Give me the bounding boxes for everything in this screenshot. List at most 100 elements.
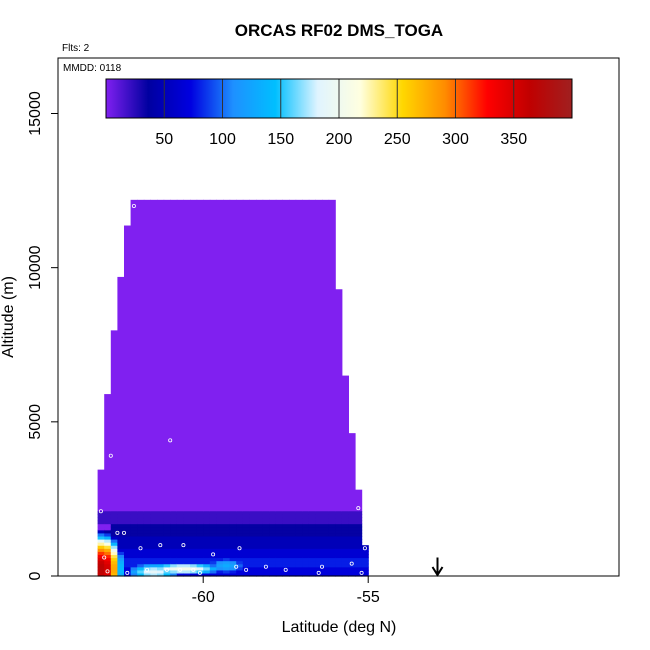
heatmap-cell xyxy=(203,514,211,519)
heatmap-cell xyxy=(302,548,310,552)
heatmap-cell xyxy=(223,542,231,546)
heatmap-cell xyxy=(110,526,118,531)
heatmap-cell xyxy=(249,539,257,543)
heatmap-cell xyxy=(249,523,257,528)
heatmap-cell xyxy=(150,539,158,543)
heatmap-cell xyxy=(110,545,118,549)
heatmap-cell xyxy=(216,572,224,577)
heatmap-cell xyxy=(348,523,356,528)
heatmap-cell xyxy=(236,523,244,528)
heatmap-cell xyxy=(289,560,297,565)
heatmap-cell xyxy=(341,535,349,540)
heatmap-cell xyxy=(104,572,112,577)
heatmap-cell xyxy=(262,523,270,528)
heatmap-cell xyxy=(137,520,145,525)
heatmap-cell xyxy=(256,557,264,562)
heatmap-cell xyxy=(203,551,211,556)
y-tick-label: 0 xyxy=(27,571,44,580)
heatmap-cell xyxy=(163,545,171,549)
heatmap-cell xyxy=(341,572,349,577)
heatmap-cell xyxy=(110,529,118,534)
heatmap-cell xyxy=(322,572,330,577)
heatmap-cell xyxy=(341,523,349,528)
heatmap-cell xyxy=(104,526,112,531)
heatmap-cell xyxy=(130,557,138,562)
heatmap-cell xyxy=(315,535,323,540)
heatmap-cell xyxy=(256,532,264,537)
heatmap-cell xyxy=(104,523,112,528)
heatmap-cell xyxy=(315,523,323,528)
heatmap-cell xyxy=(275,563,283,568)
heatmap-cell xyxy=(315,563,323,568)
y-axis: 0 5000 10000 15000 xyxy=(27,91,58,580)
heatmap-cell xyxy=(322,523,330,528)
heatmap-column xyxy=(163,199,171,512)
heatmap-cell xyxy=(249,545,257,549)
heatmap-cell xyxy=(163,560,171,565)
heatmap-cell xyxy=(262,569,270,574)
heatmap-cell xyxy=(170,514,178,519)
sample-point xyxy=(339,197,344,202)
heatmap-cell xyxy=(236,551,244,556)
heatmap-cell xyxy=(236,532,244,537)
heatmap-cell xyxy=(104,557,112,562)
heatmap-cell xyxy=(315,529,323,534)
heatmap-cell xyxy=(256,563,264,568)
heatmap-cell xyxy=(262,514,270,519)
heatmap-cell xyxy=(282,517,290,522)
heatmap-cell xyxy=(150,551,158,556)
heatmap-cell xyxy=(209,569,217,574)
heatmap-cell xyxy=(137,551,145,556)
heatmap-cell xyxy=(176,523,184,528)
heatmap-cell xyxy=(355,545,363,549)
heatmap-cell xyxy=(275,560,283,565)
heatmap-cell xyxy=(229,542,237,546)
heatmap-cell xyxy=(157,554,165,559)
y-tick-label: 15000 xyxy=(27,91,44,136)
heatmap-cell xyxy=(170,554,178,559)
heatmap-cell xyxy=(183,523,191,528)
heatmap-cell xyxy=(322,535,330,540)
heatmap-cell xyxy=(209,545,217,549)
heatmap-cell xyxy=(236,569,244,574)
heatmap-cell xyxy=(223,548,231,552)
heatmap-cell xyxy=(302,526,310,531)
heatmap-cell xyxy=(117,529,125,534)
heatmap-cell xyxy=(295,520,303,525)
heatmap-cell xyxy=(104,545,112,549)
heatmap-cell xyxy=(124,545,132,549)
heatmap-cell xyxy=(97,517,105,522)
heatmap-cell xyxy=(97,529,105,534)
heatmap-cell xyxy=(229,557,237,562)
heatmap-cell xyxy=(236,572,244,577)
heatmap-cell xyxy=(130,542,138,546)
x-axis: -60 -55 xyxy=(192,576,380,606)
heatmap-cell xyxy=(163,526,171,531)
heatmap-cell xyxy=(355,554,363,559)
heatmap-cell xyxy=(97,551,105,556)
heatmap-cell xyxy=(117,557,125,562)
heatmap-column xyxy=(335,289,343,512)
heatmap-cell xyxy=(176,511,184,515)
heatmap-cell xyxy=(282,520,290,525)
heatmap-cell xyxy=(216,557,224,562)
heatmap-cell xyxy=(183,520,191,525)
heatmap-cell xyxy=(308,551,316,556)
heatmap-cell xyxy=(302,511,310,515)
heatmap-cell xyxy=(328,535,336,540)
heatmap-cell xyxy=(322,542,330,546)
heatmap-cell xyxy=(269,514,277,519)
heatmap-cell xyxy=(176,529,184,534)
heatmap-cell xyxy=(130,548,138,552)
heatmap-column xyxy=(275,199,283,512)
heatmap-cell xyxy=(196,529,204,534)
x-tick-label: -55 xyxy=(357,589,380,606)
heatmap-cell xyxy=(143,539,151,543)
heatmap-cell xyxy=(335,532,343,537)
heatmap-cell xyxy=(97,548,105,552)
heatmap-cell xyxy=(341,511,349,515)
heatmap-cell xyxy=(302,529,310,534)
heatmap-cell xyxy=(150,523,158,528)
heatmap-cell xyxy=(117,514,125,519)
heatmap-cell xyxy=(295,535,303,540)
